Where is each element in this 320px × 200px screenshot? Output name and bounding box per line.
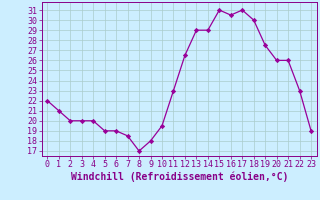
- X-axis label: Windchill (Refroidissement éolien,°C): Windchill (Refroidissement éolien,°C): [70, 172, 288, 182]
